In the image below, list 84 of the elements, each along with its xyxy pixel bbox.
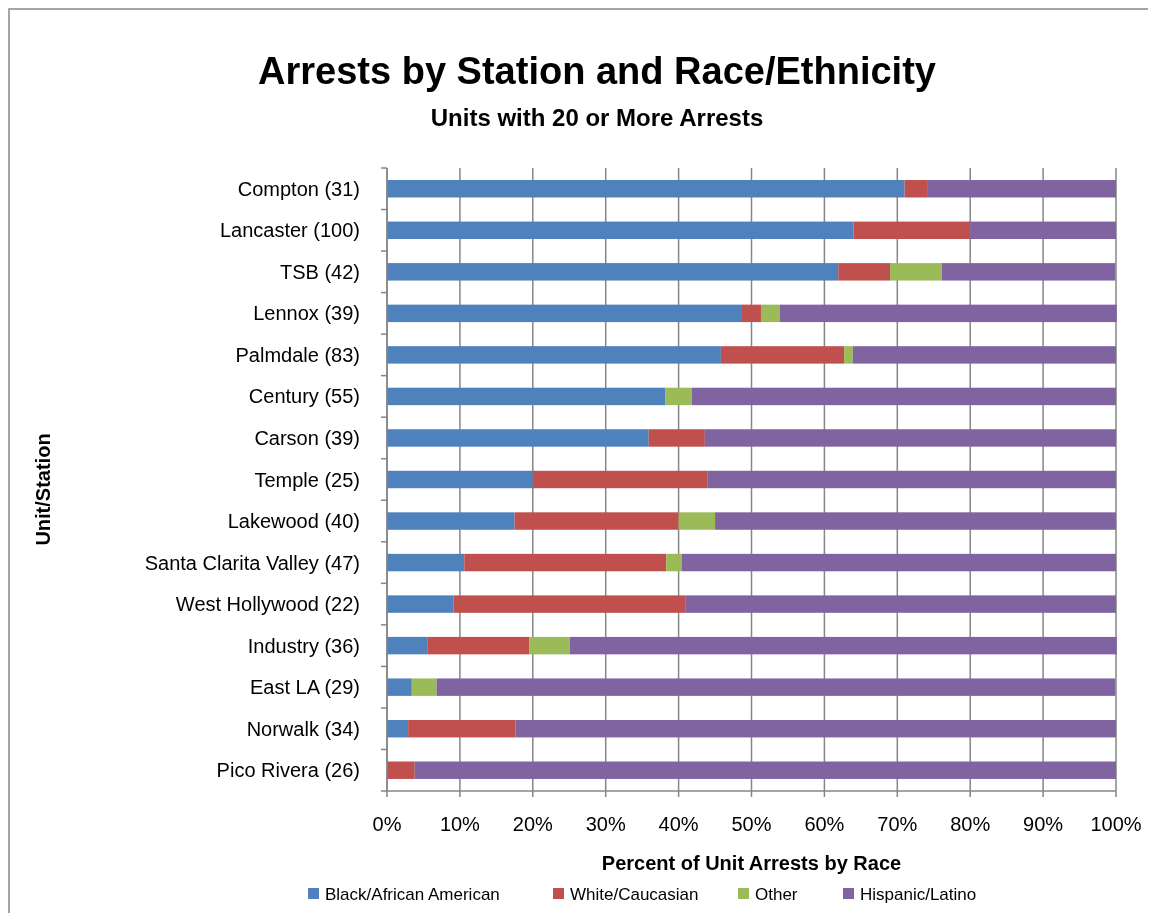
y-tick-label: Compton (31) [237,177,360,200]
bar [387,221,854,240]
bar [387,595,454,613]
bar [515,719,1116,738]
bar [648,429,705,447]
x-axis-title: Percent of Unit Arrests by Race [601,852,902,874]
bar [569,636,1117,655]
y-tick-label: Century (55) [248,385,360,408]
bar [387,470,533,489]
y-tick-label: Lakewood (40) [227,510,360,533]
y-tick-label: Santa Clarita Valley (47) [144,551,360,574]
bar [387,761,415,779]
bar [904,180,928,198]
bar [387,678,412,696]
bar [838,263,891,281]
legend-label: Black/African American [325,884,500,904]
legend-label: Hispanic/Latino [860,884,977,904]
bar [760,304,780,323]
bar [704,429,1116,447]
x-tick-label: 90% [1023,813,1064,835]
y-tick-label: Palmdale (83) [235,343,360,366]
bar [387,263,839,281]
bar [387,553,465,572]
bar [678,512,716,530]
x-tick-label: 70% [877,813,918,835]
bar [387,180,905,198]
y-tick-label: Industry (36) [247,634,360,657]
bar [779,304,1117,323]
bar [927,180,1116,198]
legend-label: Other [755,884,798,904]
x-tick-label: 50% [731,813,772,835]
bar [666,553,682,572]
bar [387,387,666,406]
x-tick-label: 0% [372,813,402,835]
bar [387,304,743,323]
y-tick-label: Pico Rivera (26) [216,759,360,782]
bar [436,678,1116,696]
legend-label: White/Caucasian [570,884,699,904]
bar [691,387,1116,406]
y-tick-label: Lennox (39) [253,302,360,325]
bar [707,470,1116,489]
bar [715,512,1116,530]
x-tick-label: 80% [950,813,991,835]
bar [387,429,649,447]
y-tick-label: East LA (29) [249,676,360,699]
y-tick-label: TSB (42) [279,260,360,283]
chart-subtitle: Units with 20 or More Arrests [430,104,764,131]
bar [970,221,1116,240]
bar [427,636,530,655]
bar [532,470,708,489]
bar [844,346,853,364]
x-tick-label: 10% [439,813,481,835]
bar [414,761,1116,779]
y-tick-label: Lancaster (100) [219,219,360,242]
bar [387,719,409,738]
bar [941,263,1116,281]
bar [411,678,437,696]
bar [408,719,516,738]
bar [720,346,845,364]
x-tick-label: 20% [512,813,554,835]
bar [453,595,686,613]
bar [742,304,761,323]
bar [529,636,570,655]
y-axis-title: Unit/Station [32,433,54,546]
x-tick-label: 40% [658,813,699,835]
bar [681,553,1116,572]
bar [514,512,679,530]
chart-title: Arrests by Station and Race/Ethnicity [258,50,936,92]
x-tick-label: 60% [804,813,845,835]
bar [890,263,942,281]
x-tick-label: 100% [1090,813,1142,835]
bar [387,512,515,530]
x-tick-label: 30% [585,813,626,835]
y-tick-label: Temple (25) [254,468,360,491]
bar [387,636,428,655]
bar [852,346,1116,364]
bar [853,221,971,240]
bar [387,346,721,364]
y-tick-label: Carson (39) [254,426,360,449]
bar [685,595,1116,613]
y-tick-label: Norwalk (34) [246,717,360,740]
y-tick-label: West Hollywood (22) [175,593,360,616]
bar [464,553,667,572]
bar [665,387,692,406]
